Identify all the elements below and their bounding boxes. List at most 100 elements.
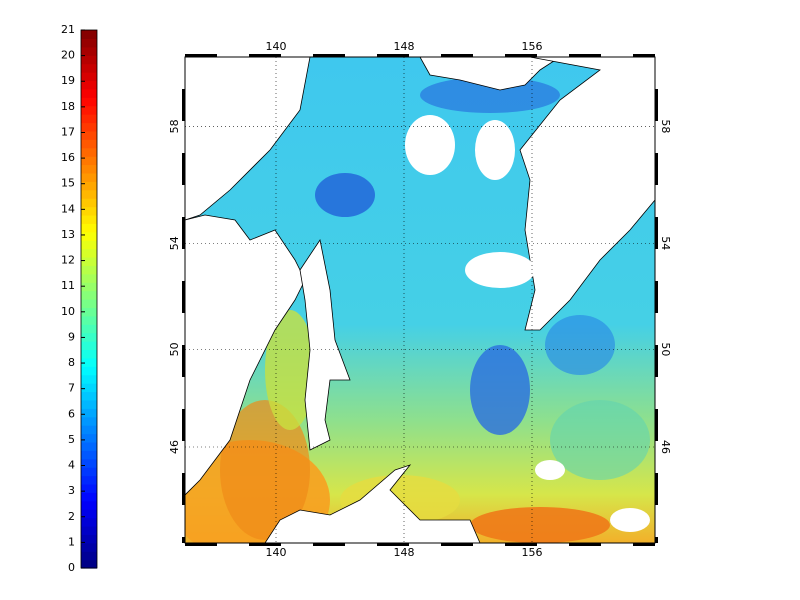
colorbar-swatch xyxy=(81,366,97,376)
colorbar-tick-label: 16 xyxy=(61,151,75,164)
colorbar-swatch xyxy=(81,55,97,65)
colorbar-swatch xyxy=(81,273,97,283)
colorbar-tick-label: 5 xyxy=(68,433,75,446)
colorbar-swatch xyxy=(81,130,97,140)
lon-tick-label: 156 xyxy=(522,40,543,53)
colorbar-tick-label: 21 xyxy=(61,23,75,36)
colorbar-tick-label: 18 xyxy=(61,100,75,113)
frame-bar xyxy=(313,54,345,57)
lat-tick-label: 46 xyxy=(168,440,181,454)
colorbar-swatch xyxy=(81,240,97,250)
lat-tick-label: 46 xyxy=(659,440,672,454)
colorbar-tick-label: 11 xyxy=(61,279,75,292)
lon-tick-label: 148 xyxy=(394,40,415,53)
colorbar-swatch xyxy=(81,534,97,544)
frame-bar xyxy=(441,543,473,546)
colorbar-tick-label: 10 xyxy=(61,305,75,318)
colorbar-swatch xyxy=(81,147,97,157)
colorbar-swatch xyxy=(81,341,97,351)
colorbar-swatch xyxy=(81,63,97,73)
colorbar-swatch xyxy=(81,525,97,535)
colorbar-swatch xyxy=(81,349,97,359)
map-grid: 140 140 148 148 156 156 46 46 50 50 54 54 58 58 xyxy=(168,40,672,559)
lat-tick-label: 58 xyxy=(659,119,672,133)
frame-bar xyxy=(655,89,658,121)
map-field xyxy=(185,57,655,543)
colorbar-swatch xyxy=(81,399,97,409)
colorbar-swatch xyxy=(81,332,97,342)
colorbar-swatch xyxy=(81,181,97,191)
lat-tick-label: 54 xyxy=(659,236,672,250)
colorbar-swatch xyxy=(81,475,97,485)
frame-bar xyxy=(569,543,601,546)
colorbar-tick-label: 15 xyxy=(61,177,75,190)
colorbar-tick-label: 20 xyxy=(61,49,75,62)
colorbar-swatch xyxy=(81,198,97,208)
frame-bar xyxy=(655,345,658,377)
colorbar-tick-label: 3 xyxy=(68,484,75,497)
colorbar-swatch xyxy=(81,433,97,443)
frame-bar xyxy=(249,54,281,57)
colorbar-swatch xyxy=(81,38,97,48)
frame-bar xyxy=(182,281,185,313)
colorbar-swatch xyxy=(81,97,97,107)
colorbar-swatch xyxy=(81,80,97,90)
colorbar-swatch xyxy=(81,416,97,426)
colorbar-swatch xyxy=(81,391,97,401)
frame-bar xyxy=(505,54,537,57)
frame-bar xyxy=(569,54,601,57)
colorbar-tick-label: 7 xyxy=(68,382,75,395)
colorbar-swatch xyxy=(81,324,97,334)
colorbar-swatch xyxy=(81,282,97,292)
colorbar-swatch xyxy=(81,248,97,258)
colorbar-swatch xyxy=(81,374,97,384)
frame-bar xyxy=(655,217,658,249)
colorbar-swatch xyxy=(81,46,97,56)
colorbar-tick-label: 0 xyxy=(68,561,75,574)
colorbar-swatch xyxy=(81,156,97,166)
frame-bar xyxy=(182,473,185,505)
colorbar-swatch xyxy=(81,408,97,418)
colorbar-swatch xyxy=(81,206,97,216)
colorbar-swatch xyxy=(81,223,97,233)
frame-bar xyxy=(655,537,658,543)
colorbar-swatch xyxy=(81,517,97,527)
colorbar-tick-label: 2 xyxy=(68,510,75,523)
colorbar-swatch xyxy=(81,172,97,182)
lat-tick-label: 54 xyxy=(168,236,181,250)
colorbar-swatch xyxy=(81,231,97,241)
lat-tick-label: 58 xyxy=(168,119,181,133)
frame-bar xyxy=(505,543,537,546)
frame-bar xyxy=(182,153,185,185)
colorbar-swatch xyxy=(81,467,97,477)
colorbar-tick-label: 12 xyxy=(61,254,75,267)
colorbar-swatch xyxy=(81,441,97,451)
frame-bar xyxy=(182,217,185,249)
colorbar-swatch xyxy=(81,114,97,124)
colorbar-swatch xyxy=(81,122,97,132)
colorbar-swatch xyxy=(81,315,97,325)
colorbar-tick-label: 6 xyxy=(68,407,75,420)
colorbar-swatch xyxy=(81,105,97,115)
colorbar-swatch xyxy=(81,164,97,174)
frame-bar xyxy=(655,473,658,505)
colorbar-swatch xyxy=(81,139,97,149)
colorbar-swatch xyxy=(81,559,97,569)
lon-tick-label: 148 xyxy=(394,546,415,559)
frame-bar xyxy=(633,54,655,57)
colorbar-swatch xyxy=(81,256,97,266)
colorbar-swatch xyxy=(81,458,97,468)
colorbar-tick-label: 19 xyxy=(61,74,75,87)
colorbar-swatch xyxy=(81,290,97,300)
colorbar-tick-label: 1 xyxy=(68,535,75,548)
frame-bar xyxy=(655,153,658,185)
colorbar-frame xyxy=(80,29,98,569)
colorbar-swatch xyxy=(81,500,97,510)
colorbar-tick-label: 9 xyxy=(68,330,75,343)
frame-bar xyxy=(313,543,345,546)
colorbar-swatch xyxy=(81,542,97,552)
frame-bar xyxy=(249,543,281,546)
colorbar-tick-label: 14 xyxy=(61,202,75,215)
colorbar-swatch xyxy=(81,265,97,275)
